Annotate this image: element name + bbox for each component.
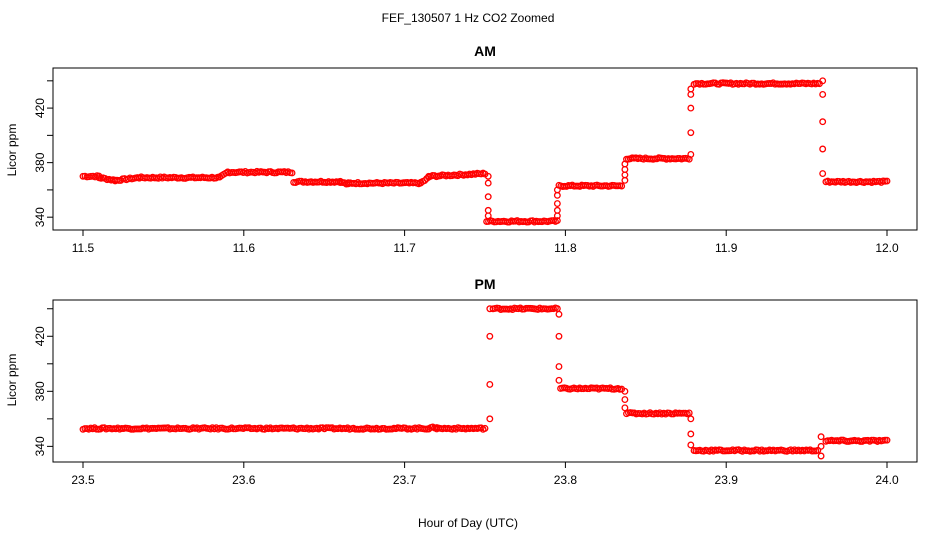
x-tick-label-pm: 23.7 bbox=[393, 473, 417, 487]
data-point bbox=[687, 85, 695, 93]
y-ticks-am: 340 380 420 bbox=[33, 80, 53, 227]
data-point bbox=[486, 380, 494, 388]
data-point bbox=[553, 200, 561, 207]
data-point bbox=[817, 442, 825, 450]
figure-title: FEF_130507 1 Hz CO2 Zoomed bbox=[382, 11, 555, 25]
y-axis-label-pm: Licor ppm bbox=[5, 354, 19, 407]
x-tick-label-pm: 23.6 bbox=[232, 473, 256, 487]
data-point bbox=[883, 436, 891, 444]
x-tick-label-am: 11.6 bbox=[233, 241, 256, 255]
data-points-am bbox=[79, 77, 891, 226]
data-points-pm bbox=[79, 304, 891, 460]
data-point bbox=[687, 415, 695, 423]
x-tick-label-am: 12.0 bbox=[875, 241, 899, 255]
data-point bbox=[486, 332, 494, 340]
x-tick-label-pm: 23.5 bbox=[71, 473, 95, 487]
data-point bbox=[621, 160, 629, 168]
data-point bbox=[484, 193, 492, 201]
data-point bbox=[484, 172, 492, 180]
data-point bbox=[555, 376, 563, 384]
x-tick-label-am: 11.5 bbox=[72, 241, 95, 255]
data-point bbox=[883, 177, 891, 185]
data-point bbox=[687, 129, 695, 137]
data-point bbox=[621, 404, 629, 412]
data-point bbox=[819, 118, 827, 126]
y-ticks-pm: 340 380 420 bbox=[33, 308, 53, 456]
data-point bbox=[486, 415, 494, 423]
y-axis-label-am: Licor ppm bbox=[5, 124, 19, 177]
data-point bbox=[555, 332, 563, 340]
panel-pm: PM Licor ppm 23.5 23.6 23.7 23.8 23.9 24.0 34… bbox=[5, 276, 918, 487]
x-axis-label: Hour of Day (UTC) bbox=[418, 516, 518, 530]
x-tick-label-am: 11.7 bbox=[393, 241, 416, 255]
panel-title-pm: PM bbox=[475, 276, 496, 292]
y-tick-label-pm: 340 bbox=[33, 436, 47, 456]
data-point bbox=[621, 396, 629, 404]
data-point bbox=[819, 170, 827, 177]
x-tick-label-am: 11.8 bbox=[554, 241, 577, 255]
data-point bbox=[553, 206, 561, 214]
data-point bbox=[687, 150, 695, 158]
data-point bbox=[421, 177, 429, 184]
data-point bbox=[685, 409, 693, 417]
data-point bbox=[481, 424, 489, 432]
data-point bbox=[555, 363, 563, 370]
y-tick-label-am: 340 bbox=[33, 207, 47, 227]
x-ticks-pm: 23.5 23.6 23.7 23.8 23.9 24.0 bbox=[71, 462, 899, 487]
x-tick-label-pm: 24.0 bbox=[875, 473, 899, 487]
data-point bbox=[484, 179, 492, 187]
plot-frame-pm bbox=[52, 299, 918, 463]
x-tick-label-am: 11.9 bbox=[715, 241, 738, 255]
y-tick-label-am: 380 bbox=[33, 152, 47, 172]
panel-title-am: AM bbox=[474, 43, 496, 59]
data-point bbox=[817, 433, 825, 441]
x-tick-label-pm: 23.8 bbox=[554, 473, 578, 487]
data-point bbox=[618, 182, 626, 190]
data-point bbox=[288, 169, 296, 177]
panel-am: AM Licor ppm 11.5 11.6 11.7 11.8 11.9 12.0 34… bbox=[5, 43, 918, 255]
data-point bbox=[687, 430, 695, 438]
data-point bbox=[621, 387, 629, 395]
data-point bbox=[484, 212, 492, 220]
data-point bbox=[819, 90, 827, 98]
x-ticks-am: 11.5 11.6 11.7 11.8 11.9 12.0 bbox=[72, 230, 899, 255]
data-point bbox=[553, 217, 561, 224]
data-point bbox=[817, 452, 825, 460]
data-point bbox=[553, 186, 561, 194]
data-point bbox=[819, 77, 827, 85]
plot-frame-am bbox=[52, 67, 918, 231]
data-point bbox=[486, 305, 494, 313]
y-tick-label-am: 420 bbox=[33, 98, 47, 118]
data-point bbox=[555, 310, 563, 318]
data-point bbox=[819, 145, 827, 153]
data-point bbox=[687, 104, 695, 112]
y-tick-label-pm: 420 bbox=[33, 326, 47, 346]
y-tick-label-pm: 380 bbox=[33, 381, 47, 401]
data-point bbox=[687, 441, 695, 449]
x-tick-label-pm: 23.9 bbox=[715, 473, 739, 487]
